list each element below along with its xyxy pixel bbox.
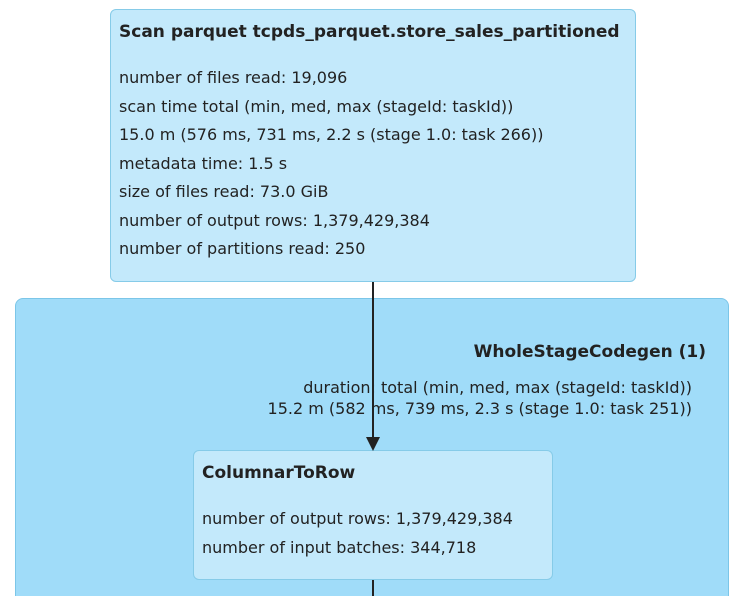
cluster-title: WholeStageCodegen (1) [473,342,706,362]
metric-input-batches: number of input batches: 344,718 [202,537,477,557]
node-title: ColumnarToRow [202,463,356,483]
metric-output-rows: number of output rows: 1,379,429,384 [202,509,513,528]
cluster-metric-duration-value: 15.2 m (582 ms, 739 ms, 2.3 s (stage 1.0… [267,399,692,418]
node-title: Scan parquet tcpds_parquet.store_sales_p… [119,22,620,42]
metric-size-files-read: size of files read: 73.0 GiB [119,182,329,201]
cluster-metric-duration-label: duration: total (min, med, max (stageId:… [303,378,692,397]
metric-output-rows: number of output rows: 1,379,429,384 [119,210,430,230]
scan-parquet-node[interactable]: Scan parquet tcpds_parquet.store_sales_p… [110,9,636,282]
metric-scan-time-label: scan time total (min, med, max (stageId:… [119,96,514,116]
metric-scan-time-value: 15.0 m (576 ms, 731 ms, 2.2 s (stage 1.0… [119,125,544,144]
metric-files-read: number of files read: 19,096 [119,68,348,87]
columnar-to-row-node[interactable]: ColumnarToRow number of output rows: 1,3… [193,450,553,580]
metric-metadata-time: metadata time: 1.5 s [119,153,288,173]
metric-partitions-read: number of partitions read: 250 [119,239,366,258]
